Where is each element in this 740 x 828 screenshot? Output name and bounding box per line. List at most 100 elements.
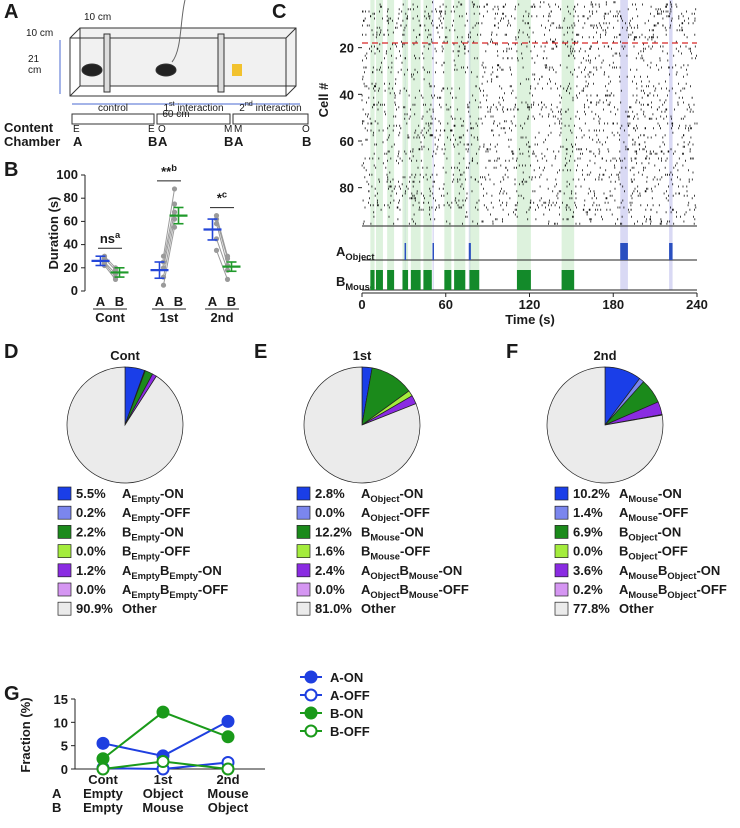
paired-line <box>216 250 228 280</box>
legend-value: 0.2% <box>76 505 106 520</box>
legend-label-part: B <box>619 544 628 559</box>
pie-slice <box>303 366 421 484</box>
legend-label-part: B <box>160 563 169 578</box>
session-label-part: control <box>98 103 128 114</box>
row-label-part: Mouse <box>345 282 375 292</box>
x-tick-sublabel: Mouse <box>207 786 248 801</box>
legend-swatch <box>296 525 311 539</box>
x-tick-sublabel: Object <box>208 800 249 815</box>
legend-label: B-OFF <box>330 724 370 739</box>
legend-label-part: -ON <box>658 486 682 501</box>
legend-label-part: A <box>122 505 132 520</box>
legend-label-part: B <box>361 524 370 539</box>
y-axis-label: Fraction (%) <box>18 697 33 772</box>
series-marker <box>96 736 110 750</box>
legend-value: 0.0% <box>573 544 603 559</box>
legend-marker <box>304 670 318 684</box>
interaction-bar <box>620 243 628 260</box>
legend-swatch <box>554 505 569 520</box>
significance-label-part: * <box>217 191 223 206</box>
x-tick-label: 180 <box>602 297 624 312</box>
x-axis-label: Time (s) <box>505 312 555 327</box>
interaction-bar <box>454 270 466 290</box>
interaction-bar <box>432 243 434 260</box>
legend-label-part: -OFF <box>658 505 688 520</box>
legend-label-part: B <box>361 544 370 559</box>
legend-label-part: -OFF <box>160 505 190 520</box>
legend-label-part: Mouse <box>370 532 400 542</box>
legend-label-part: Empty <box>131 571 160 581</box>
session-label: 1st interaction <box>163 99 223 114</box>
legend-label: Other <box>361 601 396 616</box>
legend-label: A-ON <box>330 670 363 685</box>
y-tick-label: 15 <box>54 692 68 707</box>
legend-label-part: Empty <box>131 590 160 600</box>
session-box <box>156 113 231 125</box>
row-label-part: A <box>336 244 346 259</box>
content-letter: E <box>148 124 155 135</box>
legend-label: A-OFF <box>330 688 370 703</box>
legend-swatch <box>296 563 311 578</box>
chamber-drawing <box>59 0 309 125</box>
legend-swatch <box>57 505 72 520</box>
legend-label-part: Object <box>628 532 657 542</box>
legend-value: 0.2% <box>573 582 603 597</box>
legend-label: AMouseBObject-OFF <box>619 582 727 600</box>
individual-point <box>171 216 178 222</box>
group-label: 2nd <box>210 310 233 325</box>
x-tick-label: 60 <box>439 297 453 312</box>
interaction-bar <box>402 270 409 290</box>
paired-line <box>163 188 175 257</box>
interaction-bar <box>387 270 395 290</box>
individual-point <box>171 224 178 230</box>
legend-label: AEmptyBEmpty-OFF <box>122 582 228 600</box>
x-tick-label: 240 <box>686 297 708 312</box>
dimension-label: 10 cm <box>84 12 111 23</box>
significance-label-part: c <box>222 190 227 200</box>
series-marker <box>156 755 170 769</box>
legend-marker <box>304 724 318 738</box>
session-box <box>232 113 309 125</box>
interaction-shade <box>669 0 673 290</box>
legend-label: BMouse-OFF <box>361 544 430 562</box>
session-box <box>71 113 155 125</box>
individual-point <box>213 213 220 219</box>
y-tick-label: 40 <box>64 237 78 252</box>
chamber-edge <box>69 85 81 97</box>
legend-swatch <box>296 505 311 520</box>
legend-value: 0.0% <box>76 544 106 559</box>
legend-label-part: B <box>658 582 667 597</box>
legend-label: Other <box>619 601 654 616</box>
legend-label-part: Empty <box>131 494 160 504</box>
interaction-shade <box>423 0 432 290</box>
interaction-bar <box>516 270 531 290</box>
interaction-bar <box>410 270 421 290</box>
series-marker <box>221 762 235 776</box>
legend-label-part: Mouse <box>628 494 658 504</box>
pie-title: 2nd <box>593 348 616 363</box>
pie-title: Cont <box>110 348 140 363</box>
legend-label: AObject-OFF <box>361 505 430 523</box>
session-label: 2nd interaction <box>239 99 301 114</box>
legend-value: 0.0% <box>315 582 345 597</box>
chamber-letter: A <box>73 134 83 149</box>
legend-label-part: Empty <box>131 532 160 542</box>
mouse-icon <box>155 63 177 77</box>
row-label: Chamber <box>4 134 60 149</box>
y-tick-label: 5 <box>61 739 68 754</box>
legend-label-part: A <box>361 563 371 578</box>
dimension-label: cm <box>28 65 41 76</box>
legend-value: 90.9% <box>76 601 113 616</box>
legend-label: AEmpty-OFF <box>122 505 190 523</box>
legend-value: 3.6% <box>573 563 603 578</box>
legend-label-part: -ON <box>438 563 462 578</box>
legend-label-part: -ON <box>399 486 423 501</box>
legend-label-part: Object <box>667 590 696 600</box>
interaction-bar <box>469 270 480 290</box>
interaction-shade <box>444 0 452 290</box>
dimension-label: 60 cm <box>162 109 189 120</box>
content-letter: M <box>224 124 232 135</box>
legend-swatch <box>296 544 311 558</box>
legend-value: 12.2% <box>315 524 352 539</box>
legend-label-part: B <box>399 582 408 597</box>
